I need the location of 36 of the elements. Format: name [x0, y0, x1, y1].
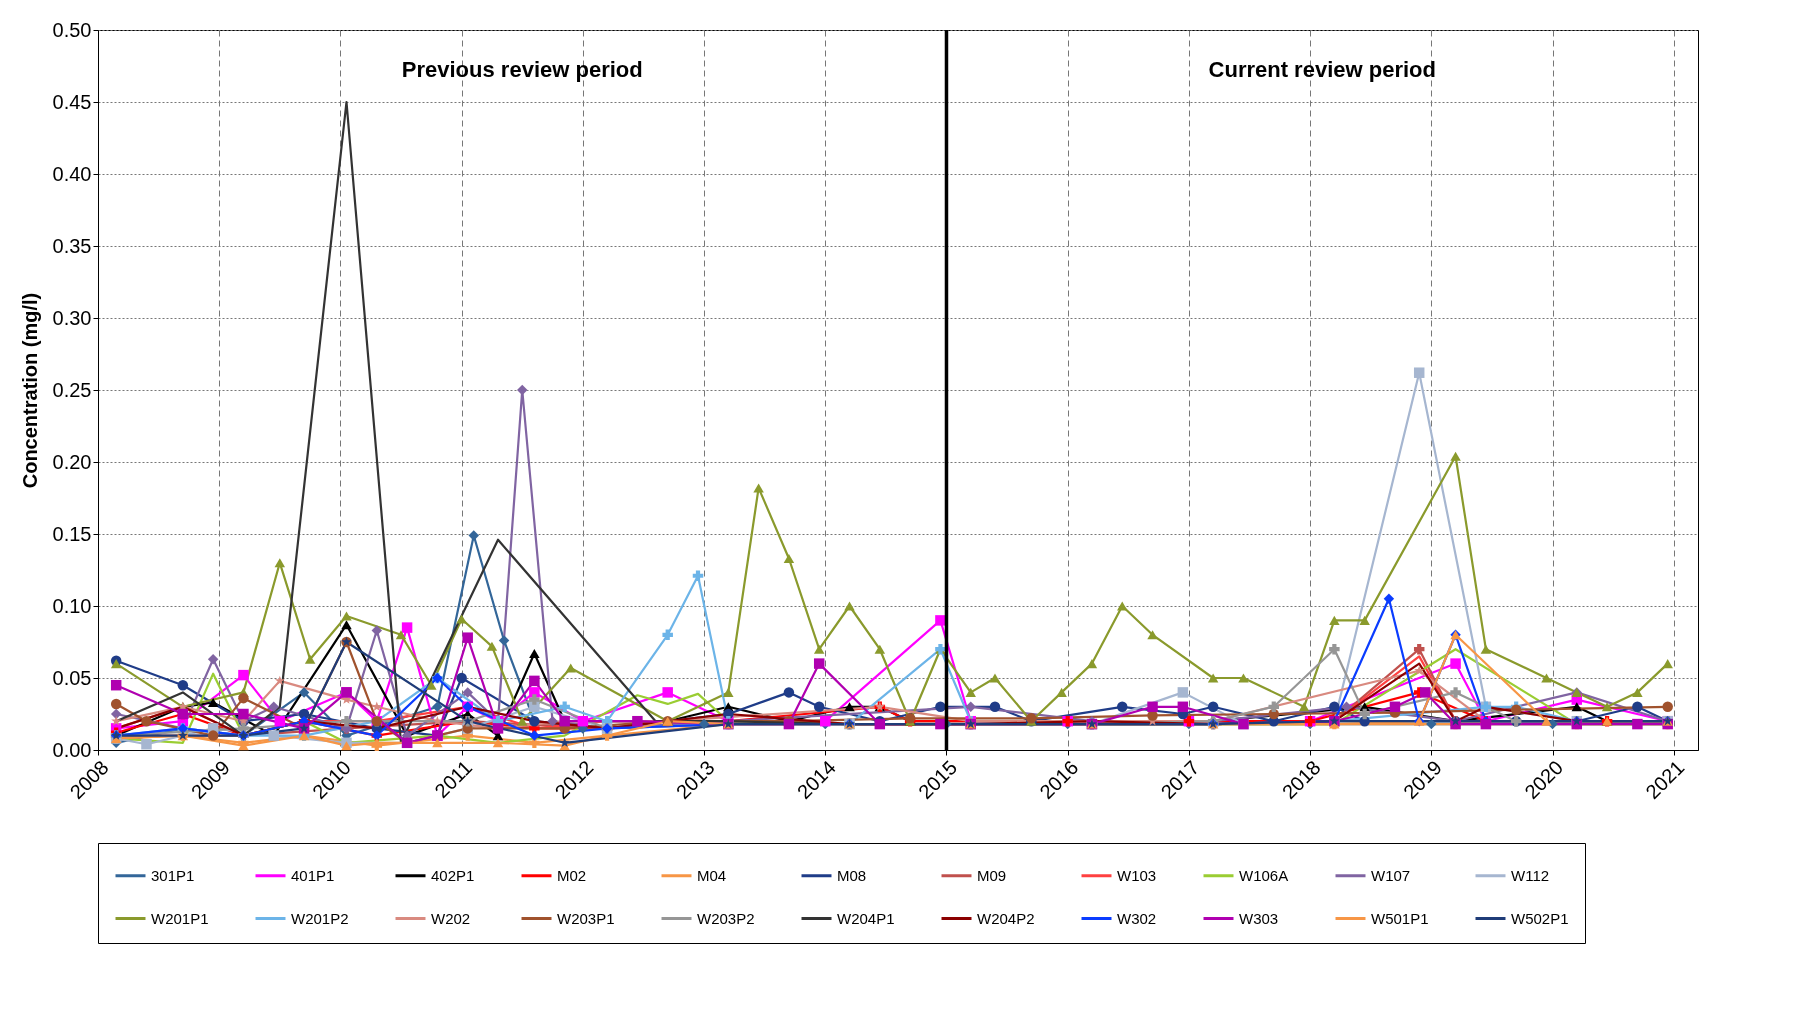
legend-label: W201P1 — [151, 909, 209, 927]
legend-label: 402P1 — [431, 866, 475, 884]
legend-label: W203P1 — [557, 909, 615, 927]
y-axis-title: Concentration (mg/l) — [18, 292, 41, 489]
legend-label: W202 — [431, 909, 471, 927]
legend-label: W501P1 — [1371, 909, 1429, 927]
y-tick-label: 0.40 — [52, 162, 92, 185]
y-tick-label: 0.35 — [52, 234, 92, 257]
legend-label: 401P1 — [291, 866, 335, 884]
legend-label: W204P1 — [837, 909, 895, 927]
legend-label: W201P2 — [291, 909, 349, 927]
y-tick-label: 0.20 — [52, 450, 92, 473]
legend-label: W106A — [1239, 866, 1289, 884]
y-tick-label: 0.00 — [52, 738, 92, 761]
legend-label: 301P1 — [151, 866, 195, 884]
annotation: Current review period — [1208, 57, 1436, 82]
y-tick-label: 0.30 — [52, 306, 92, 329]
y-tick-label: 0.25 — [52, 378, 92, 401]
legend-label: M09 — [977, 866, 1007, 884]
legend-label: W204P2 — [977, 909, 1035, 927]
legend-label: W103 — [1117, 866, 1157, 884]
y-tick-label: 0.50 — [52, 18, 92, 41]
legend-label: W112 — [1511, 866, 1550, 884]
annotation: Previous review period — [401, 57, 643, 82]
legend-label: W302 — [1117, 909, 1157, 927]
legend-label: M08 — [837, 866, 867, 884]
legend-label: W107 — [1371, 866, 1411, 884]
y-tick-label: 0.10 — [52, 594, 92, 617]
legend-label: M04 — [697, 866, 727, 884]
y-tick-label: 0.15 — [52, 522, 92, 545]
y-tick-label: 0.45 — [52, 90, 92, 113]
legend-label: W203P2 — [697, 909, 755, 927]
legend-label: M02 — [557, 866, 587, 884]
legend-label: W502P1 — [1511, 909, 1569, 927]
legend-label: W303 — [1239, 909, 1279, 927]
y-tick-label: 0.05 — [52, 666, 92, 689]
